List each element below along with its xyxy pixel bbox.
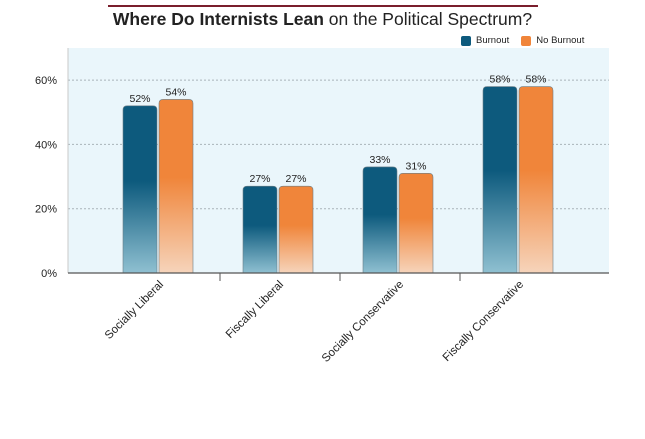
data-label-burnout: 27% xyxy=(249,173,270,185)
x-category-label: Socially Conservative xyxy=(320,279,406,365)
x-category-label: Socially Liberal xyxy=(103,279,166,342)
y-tick-label: 0% xyxy=(41,268,57,280)
chart-title-bold: Where Do Internists Lean xyxy=(112,9,324,29)
bar-no-burnout xyxy=(158,99,194,274)
bars: 52% 54% 27% 27% 33% 31% 58% 58% xyxy=(122,74,554,274)
data-label-no-burnout: 31% xyxy=(405,160,426,172)
x-axis: Socially Liberal Fiscally Liberal Socially… xyxy=(68,272,609,365)
legend-swatch-no-burnout xyxy=(521,35,532,46)
chart-title-rest: on the Political Spectrum? xyxy=(323,9,533,29)
x-category-label: Fiscally Liberal xyxy=(224,279,286,341)
legend-swatch-burnout xyxy=(461,35,471,46)
bar-no-burnout xyxy=(278,185,314,274)
data-label-burnout: 52% xyxy=(129,93,150,105)
y-axis: 0% 20% 40% 60% xyxy=(35,48,69,280)
chart-title: Where Do Internists Lean on the Politica… xyxy=(0,9,645,30)
y-tick-label: 40% xyxy=(35,139,57,151)
data-label-no-burnout: 54% xyxy=(165,86,186,98)
title-rule xyxy=(108,5,538,7)
bar-no-burnout xyxy=(518,86,554,274)
bar-burnout xyxy=(362,166,398,274)
data-label-no-burnout: 27% xyxy=(285,173,306,185)
bar-burnout xyxy=(122,105,158,274)
data-label-burnout: 33% xyxy=(369,154,390,166)
data-label-no-burnout: 58% xyxy=(525,74,546,86)
y-tick-label: 20% xyxy=(35,204,57,216)
legend-item-burnout: Burnout xyxy=(461,35,509,46)
bar-burnout xyxy=(242,185,278,274)
y-tick-label: 60% xyxy=(35,75,57,87)
legend-item-no-burnout: No Burnout xyxy=(521,35,584,46)
legend-label-burnout: Burnout xyxy=(476,35,510,46)
x-category-label: Fiscally Conservative xyxy=(441,279,526,364)
bar-no-burnout xyxy=(398,173,434,274)
legend: Burnout No Burnout xyxy=(461,35,596,46)
legend-label-no-burnout: No Burnout xyxy=(536,35,585,46)
bar-burnout xyxy=(482,86,518,274)
data-label-burnout: 58% xyxy=(489,74,510,86)
